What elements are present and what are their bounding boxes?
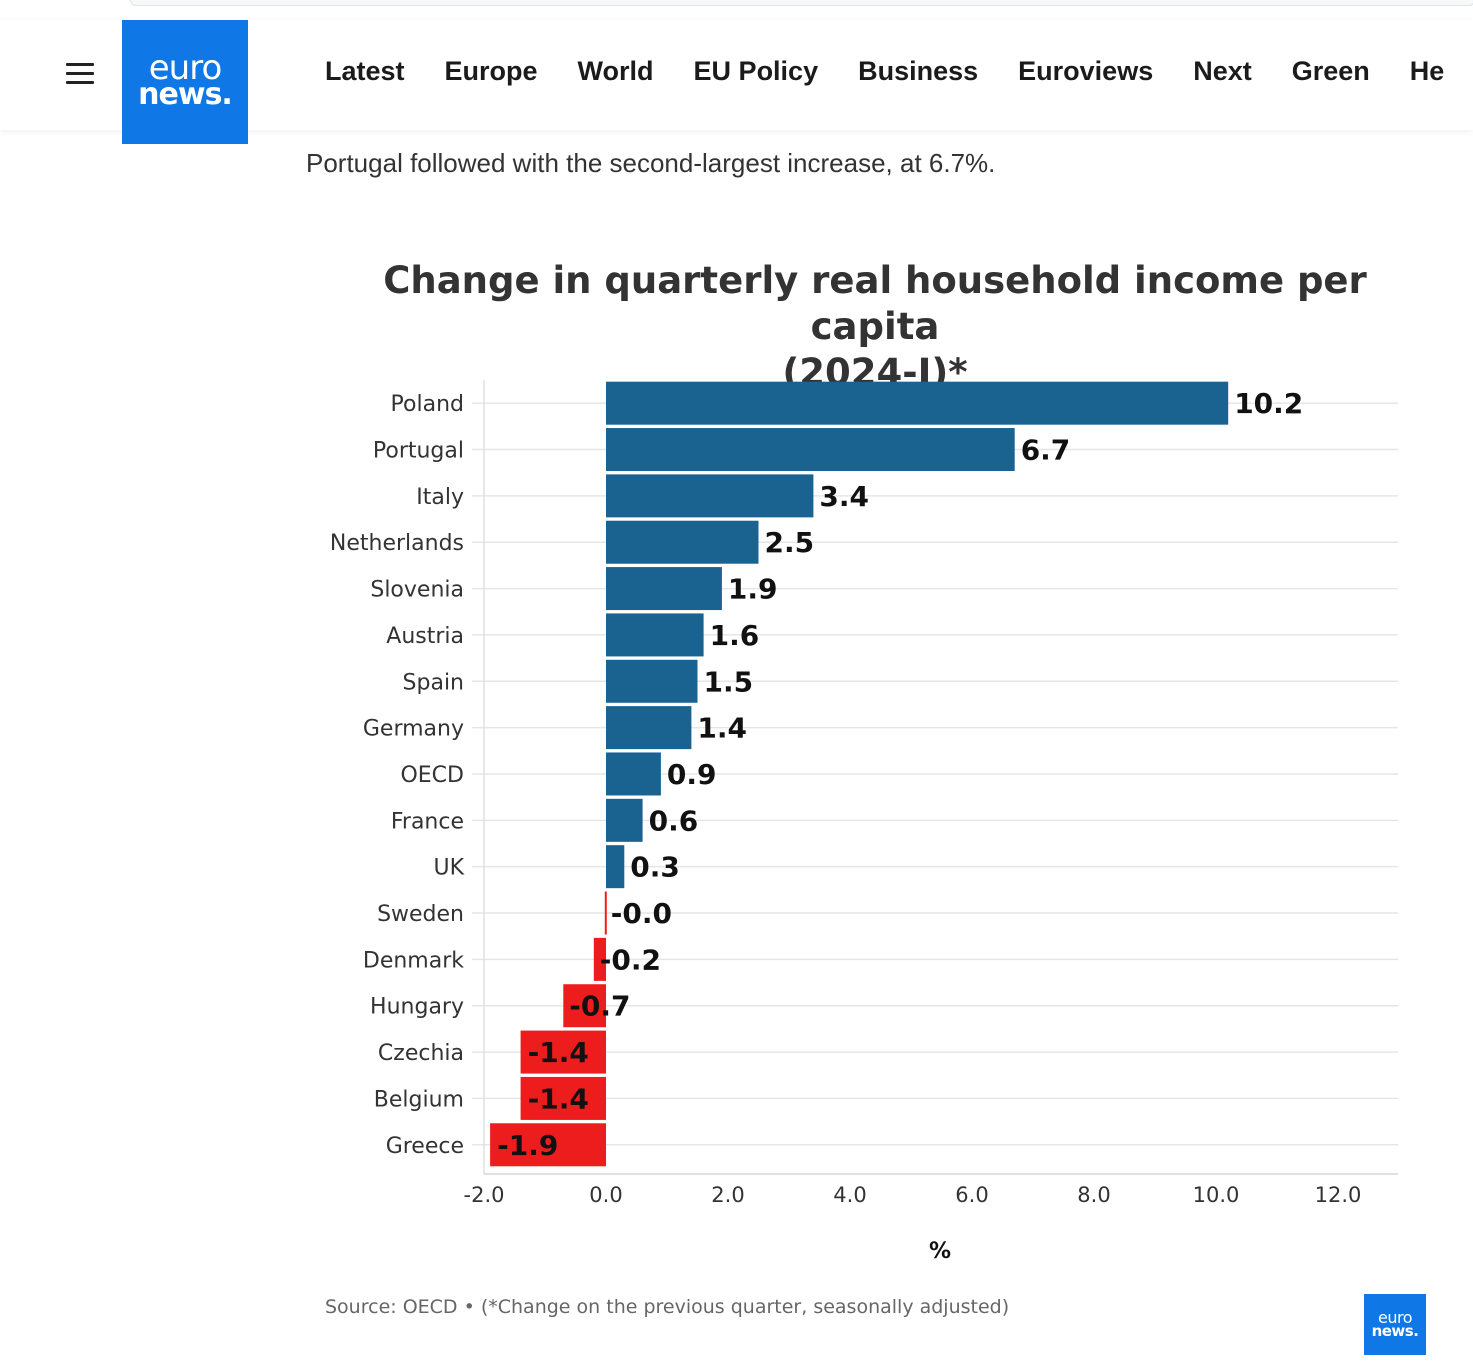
euronews-watermark-logo: euro news. <box>1364 1294 1426 1355</box>
bar <box>593 937 606 981</box>
main-nav: Latest Europe World EU Policy Business Eurovi… <box>325 56 1473 96</box>
category-label: Poland <box>391 392 464 417</box>
bar <box>606 381 1229 425</box>
category-label: Slovenia <box>370 578 464 603</box>
category-label: Denmark <box>363 948 464 973</box>
category-label: UK <box>433 856 464 881</box>
category-label: Portugal <box>373 439 464 464</box>
bar <box>604 891 607 935</box>
category-label: OECD <box>400 763 464 788</box>
category-label: Sweden <box>377 902 464 927</box>
nav-europe[interactable]: Europe <box>444 56 538 86</box>
data-label: 3.4 <box>819 480 869 513</box>
category-label: Czechia <box>378 1041 464 1066</box>
data-label: -0.2 <box>600 943 661 976</box>
nav-next[interactable]: Next <box>1193 56 1252 86</box>
chart-title: Change in quarterly real household incom… <box>340 258 1410 396</box>
data-label: 10.2 <box>1234 387 1303 420</box>
x-tick-label: 0.0 <box>589 1183 622 1207</box>
data-label: 1.5 <box>704 665 754 698</box>
bar <box>606 845 625 889</box>
logo-text-top: euro <box>148 48 223 88</box>
data-label: 1.9 <box>728 573 778 606</box>
nav-euroviews[interactable]: Euroviews <box>1018 56 1154 86</box>
nav-business[interactable]: Business <box>858 56 979 86</box>
chart-source: Source: OECD • (*Change on the previous … <box>325 1296 1010 1318</box>
watermark-text-top: euro <box>1378 1308 1413 1327</box>
data-label: -1.9 <box>497 1129 558 1162</box>
data-label: 1.6 <box>710 619 760 652</box>
x-tick-label: 10.0 <box>1193 1183 1240 1207</box>
data-label: -1.4 <box>528 1082 589 1115</box>
x-axis-title: % <box>929 1239 951 1264</box>
article-intro: Portugal followed with the second-larges… <box>306 148 996 178</box>
category-label: Germany <box>363 717 464 742</box>
euronews-logo[interactable]: euro news. <box>122 20 248 144</box>
category-label: Greece <box>386 1134 464 1159</box>
menu-icon[interactable] <box>66 61 94 87</box>
data-label: 1.4 <box>697 712 747 745</box>
category-label: Austria <box>386 624 464 649</box>
x-tick-label: 12.0 <box>1315 1183 1362 1207</box>
bar <box>606 520 759 564</box>
site-header: euro news. Latest Europe World EU Policy Bus… <box>0 20 1473 144</box>
nav-eu-policy[interactable]: EU Policy <box>693 56 819 86</box>
x-tick-label: 2.0 <box>711 1183 744 1207</box>
category-label: France <box>391 809 464 834</box>
data-label: -1.4 <box>528 1036 589 1069</box>
data-label: 0.9 <box>667 758 717 791</box>
x-tick-label: 8.0 <box>1077 1183 1110 1207</box>
nav-green[interactable]: Green <box>1291 56 1370 86</box>
watermark-text-bottom: news. <box>1371 1322 1419 1340</box>
nav-world[interactable]: World <box>577 56 654 86</box>
bar <box>606 428 1015 472</box>
bar <box>606 613 704 657</box>
bar <box>606 798 643 842</box>
bar <box>606 706 692 750</box>
bar <box>606 567 722 611</box>
bar <box>606 659 698 703</box>
bar <box>520 1076 606 1120</box>
data-label: 2.5 <box>765 526 815 559</box>
category-label: Hungary <box>370 995 464 1020</box>
category-label: Belgium <box>374 1087 464 1112</box>
bar <box>520 1030 606 1074</box>
chart-title-line-1: Change in quarterly real household incom… <box>383 259 1367 348</box>
x-tick-label: 4.0 <box>833 1183 866 1207</box>
logo-text-bottom: news. <box>138 77 233 112</box>
category-label: Italy <box>416 485 464 510</box>
data-label: 0.3 <box>630 851 680 884</box>
address-bar-edge <box>130 0 1473 6</box>
bar-chart: Poland 10.2 Portugal 6.7 Italy 3.4 Netherlands… <box>330 380 1398 1264</box>
data-label: 6.7 <box>1021 434 1071 467</box>
bar <box>563 984 606 1028</box>
data-label: -0.7 <box>569 990 630 1023</box>
bar <box>606 752 661 796</box>
data-label: 0.6 <box>649 804 699 837</box>
category-label: Netherlands <box>330 531 464 556</box>
x-tick-label: 6.0 <box>955 1183 988 1207</box>
category-label: Spain <box>403 670 464 695</box>
bar <box>606 474 814 518</box>
x-tick-label: -2.0 <box>464 1183 505 1207</box>
bar <box>490 1123 606 1167</box>
nav-latest[interactable]: Latest <box>325 56 405 86</box>
data-label: -0.0 <box>611 897 672 930</box>
nav-health[interactable]: He <box>1409 56 1445 86</box>
